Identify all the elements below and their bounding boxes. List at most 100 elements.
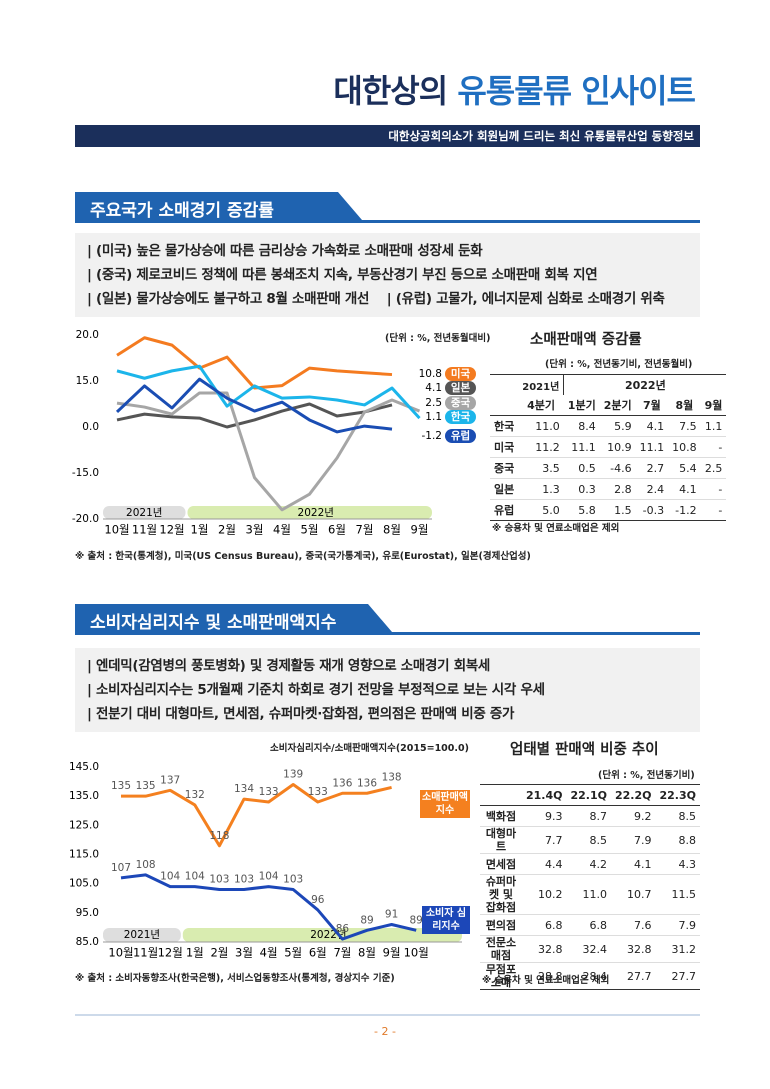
x-tick-label: 4월	[273, 523, 291, 537]
x-tick-label: 12월	[159, 523, 184, 537]
cell: 9.2	[634, 809, 652, 823]
chart-unit: (단위 : %, 전년동월대비)	[385, 333, 491, 344]
cell: 10.2	[538, 888, 563, 901]
x-tick-label: 5월	[301, 523, 319, 537]
legend-badge	[445, 396, 476, 410]
y-tick-label: 15.0	[76, 375, 99, 387]
table-unit: (단위 : %, 전년동기비)	[598, 770, 695, 781]
series-line	[116, 364, 421, 420]
series-line	[120, 873, 417, 941]
cell: 7.7	[545, 833, 563, 847]
legend-badge	[445, 429, 476, 443]
end-label: 1.1	[425, 411, 442, 423]
cell: 2.8	[614, 482, 632, 496]
row-label: 무점포소매	[485, 963, 517, 989]
data-label: 107	[111, 862, 131, 874]
cell: -	[718, 503, 723, 517]
title-part: 유통물류 인사이트	[457, 72, 696, 110]
data-label: 89	[360, 914, 373, 926]
cell: 9.3	[545, 809, 563, 823]
y-tick-label: 145.0	[69, 761, 99, 773]
table-row: 한국 11.0 8.4 5.9 4.1 7.5 1.1	[490, 416, 727, 437]
data-label: 136	[357, 777, 377, 789]
y-tick-label: 85.0	[76, 936, 99, 948]
cell: 32.4	[582, 942, 608, 956]
table-row: 편의점 6.8 6.8 7.6 7.9	[480, 915, 700, 936]
page-number: - 2 -	[374, 1025, 396, 1038]
legend-badge: 소매판매액 지수	[420, 790, 470, 818]
end-label: -1.2	[422, 430, 443, 442]
header-cell: 21.4Q	[522, 784, 567, 806]
cell: 2.7	[646, 461, 665, 475]
title-part: 대한상의	[333, 72, 448, 110]
cell: -	[718, 440, 723, 454]
x-tick-label: 3월	[246, 523, 264, 537]
y-tick-label: -15.0	[72, 467, 99, 479]
cell: 7.9	[634, 833, 652, 847]
table-head: 2021년 2022년 4분기 1분기 2분기 7월 8월 9월	[490, 374, 727, 416]
cell: 31.2	[671, 942, 697, 956]
period-band	[103, 506, 186, 519]
legend-badge	[445, 410, 476, 424]
data-label: 133	[259, 786, 279, 798]
cell: 27.7	[627, 969, 652, 983]
section-tab	[75, 604, 700, 635]
header-cell: 1분기	[563, 395, 600, 416]
cell: 4.1	[646, 419, 665, 433]
data-label: 104	[160, 871, 180, 883]
x-tick-label: 6월	[328, 523, 346, 537]
cell: 3.5	[542, 461, 560, 475]
cell: 1.3	[542, 482, 560, 496]
cell: 10.8	[672, 440, 697, 454]
header-cell: 7월	[635, 395, 669, 416]
header-cell: 2021년	[518, 374, 565, 395]
data-label: 135	[111, 780, 131, 792]
period-band	[187, 506, 432, 519]
cell: 8.5	[589, 833, 608, 847]
cell: -1.2	[675, 503, 697, 517]
y-tick-label: -20.0	[72, 513, 99, 525]
data-label: 137	[160, 774, 180, 786]
legend-label: 미국	[451, 367, 471, 380]
cell: 4.1	[634, 857, 652, 871]
section-tab	[75, 192, 700, 223]
cell: 0.5	[578, 461, 596, 475]
x-tick-label: 3월	[235, 946, 253, 960]
data-label: 133	[308, 786, 328, 798]
data-label: 104	[259, 871, 279, 883]
table-head: 21.4Q 22.1Q 22.2Q 22.3Q	[480, 784, 700, 806]
cell: 6.8	[589, 918, 608, 932]
cell: -	[718, 482, 723, 496]
data-label: 108	[136, 859, 156, 871]
table-note: ※ 승용차 및 연료소매업은 제외	[482, 975, 610, 986]
header-cell: 8월	[668, 395, 701, 416]
data-label: 103	[209, 874, 229, 886]
bullet: | 전분기 대비 대형마트, 면세점, 슈퍼마켓·잡화점, 편의점은 판매액 비…	[87, 706, 515, 722]
data-label: 136	[332, 777, 352, 789]
x-tick-label: 10월	[108, 946, 133, 960]
chart-title: 소비자심리지수/소매판매액지수(2015=100.0)	[270, 743, 469, 754]
row-label: 면세점	[485, 857, 517, 871]
x-tick-label: 12월	[158, 946, 183, 960]
header-row: 4분기 1분기 2분기 7월 8월 9월	[490, 395, 727, 416]
cell: 28.8	[538, 969, 563, 983]
table-title: 소매판매액 증감률	[530, 332, 642, 348]
period-label: 2021년	[124, 929, 160, 941]
cell: 8.5	[678, 809, 697, 823]
cell: 27.7	[671, 969, 697, 983]
series-line	[116, 391, 421, 512]
cell: 7.6	[634, 918, 652, 932]
cell: 7.9	[678, 918, 697, 932]
end-label: 10.8	[419, 368, 442, 380]
y-tick-label: 105.0	[69, 878, 99, 890]
row-label: 백화점	[485, 809, 517, 823]
table-body: 백화점 9.3 8.7 9.2 8.5 대형마트 7.7 8.5 7.9 8.8 면세점 4.4 4.2…	[480, 806, 700, 990]
row-label: 유럽	[494, 504, 515, 517]
cell: 28.4	[582, 969, 608, 983]
cell: 5.8	[578, 503, 596, 517]
row-label: 전문소매점	[485, 936, 517, 962]
cell: 1.1	[704, 419, 723, 433]
row-label: 한국	[494, 420, 515, 433]
table-note: ※ 승용차 및 연료소매업은 제외	[492, 523, 620, 534]
